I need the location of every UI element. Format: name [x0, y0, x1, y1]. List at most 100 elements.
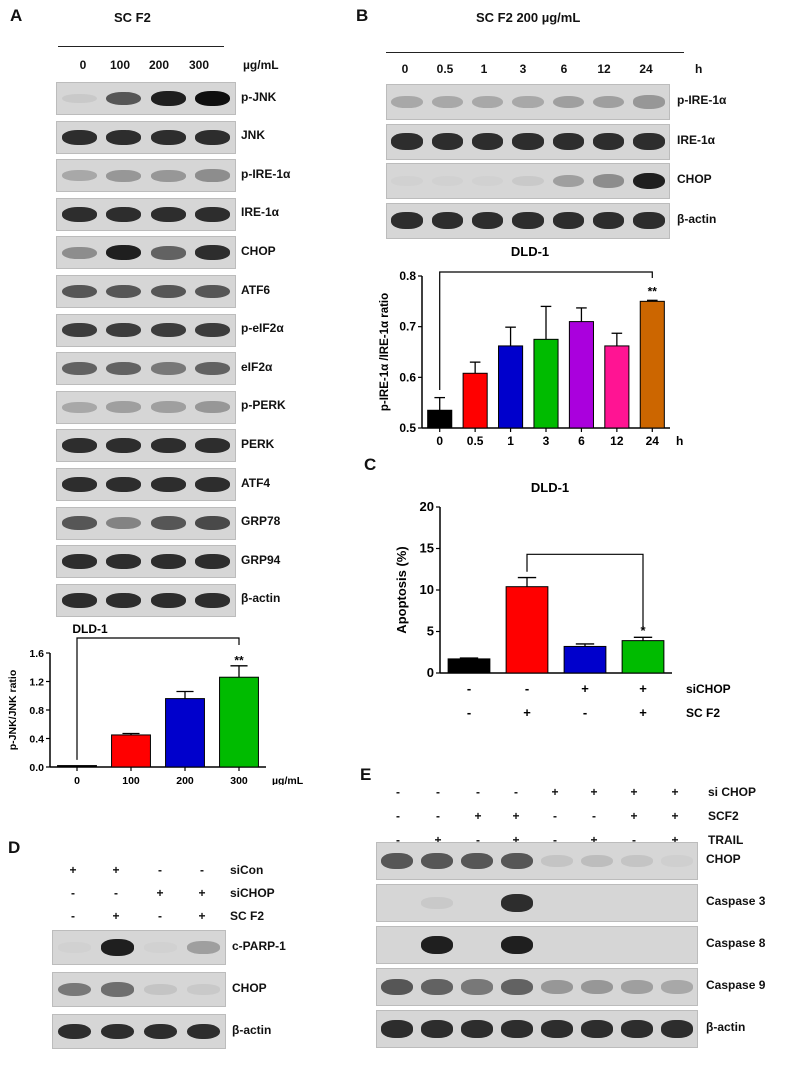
- treatment-sign: -: [514, 785, 518, 799]
- treatment-sign: +: [112, 909, 120, 923]
- protein-band: [106, 284, 142, 299]
- blot-strip: [52, 972, 226, 1007]
- protein-band: [150, 284, 186, 299]
- protein-band: [150, 516, 186, 531]
- blot-strip: [56, 82, 236, 115]
- panel-b-letter: B: [356, 6, 369, 25]
- protein-band: [106, 129, 142, 145]
- significance-bracket: [439, 271, 653, 390]
- x-tick-label: 0.5: [467, 434, 484, 448]
- protein-band: [541, 855, 573, 867]
- protein-band: [621, 1020, 653, 1038]
- protein-band: [512, 175, 544, 187]
- treatment-sign: -: [632, 833, 636, 847]
- protein-band: [61, 592, 97, 608]
- protein-band: [195, 438, 231, 454]
- treatment-sign: -: [158, 909, 162, 923]
- protein-band: [106, 477, 142, 492]
- protein-band: [195, 90, 231, 107]
- protein-band: [431, 212, 464, 229]
- blot-strip: [376, 1010, 698, 1048]
- bar: [219, 676, 259, 768]
- x-tick-label: 0: [436, 434, 443, 448]
- protein-band: [143, 942, 178, 953]
- y-tick-label: 10: [420, 582, 434, 597]
- protein-band: [431, 133, 464, 150]
- bar: [533, 338, 559, 429]
- blot-label: CHOP: [232, 980, 267, 995]
- protein-band: [106, 206, 142, 222]
- dose-label: 0: [79, 58, 87, 72]
- protein-band: [581, 854, 613, 868]
- time-label: 3: [519, 62, 527, 76]
- treatment-sign: -: [583, 705, 587, 720]
- time-label: 6: [560, 62, 568, 76]
- x-tick-label: 100: [122, 775, 140, 785]
- protein-band: [150, 169, 186, 182]
- protein-band: [100, 982, 135, 997]
- treatment-sign: +: [523, 705, 531, 720]
- protein-band: [391, 133, 423, 150]
- blot-label: ATF6: [241, 282, 271, 297]
- protein-band: [501, 979, 533, 995]
- y-axis-label: Apoptosis (%): [394, 546, 409, 633]
- protein-band: [661, 1020, 693, 1038]
- protein-band: [186, 941, 221, 954]
- protein-band: [501, 936, 533, 954]
- bar: [447, 658, 491, 674]
- blot-label: p-eIF2α: [241, 321, 284, 336]
- blot-label: β-actin: [232, 1022, 272, 1037]
- protein-band: [592, 174, 625, 188]
- protein-band: [381, 1020, 413, 1038]
- protein-band: [381, 852, 413, 870]
- protein-band: [195, 361, 231, 376]
- significance-marker: **: [648, 284, 658, 298]
- x-unit-label: h: [676, 434, 683, 448]
- protein-band: [61, 246, 97, 260]
- protein-band: [150, 246, 186, 260]
- y-tick-label: 0: [427, 665, 434, 680]
- chart-title: DLD-1: [511, 244, 549, 259]
- blot-label: p-PERK: [241, 398, 286, 413]
- treatment-sign: -: [476, 785, 480, 799]
- protein-band: [581, 979, 613, 994]
- protein-band: [106, 322, 142, 338]
- blot-strip: [56, 429, 236, 463]
- blot-label: GRP94: [241, 552, 281, 567]
- blot-strip: [386, 202, 670, 239]
- protein-band: [150, 401, 186, 414]
- bar: [462, 372, 488, 429]
- treatment-sign: +: [581, 681, 589, 696]
- protein-band: [633, 133, 665, 150]
- protein-band: [421, 936, 453, 954]
- treatment-sign: +: [434, 833, 442, 847]
- panel-b-time-unit: h: [695, 62, 703, 76]
- protein-band: [195, 284, 231, 299]
- protein-band: [61, 361, 97, 376]
- x-unit-label: µg/mL: [272, 775, 304, 785]
- protein-band: [661, 980, 693, 994]
- y-tick-label: 0.7: [399, 320, 416, 334]
- protein-band: [633, 212, 665, 229]
- treatment-sign: +: [671, 809, 679, 823]
- blot-strip: [56, 468, 236, 501]
- blot-label: β-actin: [241, 591, 281, 606]
- blot-strip: [56, 197, 236, 231]
- x-tick-label: 12: [610, 434, 624, 448]
- blot-strip: [56, 275, 236, 308]
- y-tick-label: 0.4: [29, 734, 44, 746]
- protein-band: [195, 245, 231, 261]
- treatment-sign: -: [114, 886, 118, 900]
- panel-e-letter: E: [360, 765, 372, 784]
- protein-band: [592, 133, 625, 150]
- treatment-sign: +: [112, 863, 120, 877]
- bar: [498, 345, 524, 429]
- x-tick-label: 0: [74, 775, 80, 785]
- protein-band: [195, 206, 231, 222]
- treatment-sign: +: [639, 705, 647, 720]
- protein-band: [592, 95, 625, 109]
- protein-band: [195, 477, 231, 492]
- protein-band: [106, 438, 142, 454]
- blot-label: p-JNK: [241, 89, 277, 104]
- protein-band: [581, 1020, 613, 1038]
